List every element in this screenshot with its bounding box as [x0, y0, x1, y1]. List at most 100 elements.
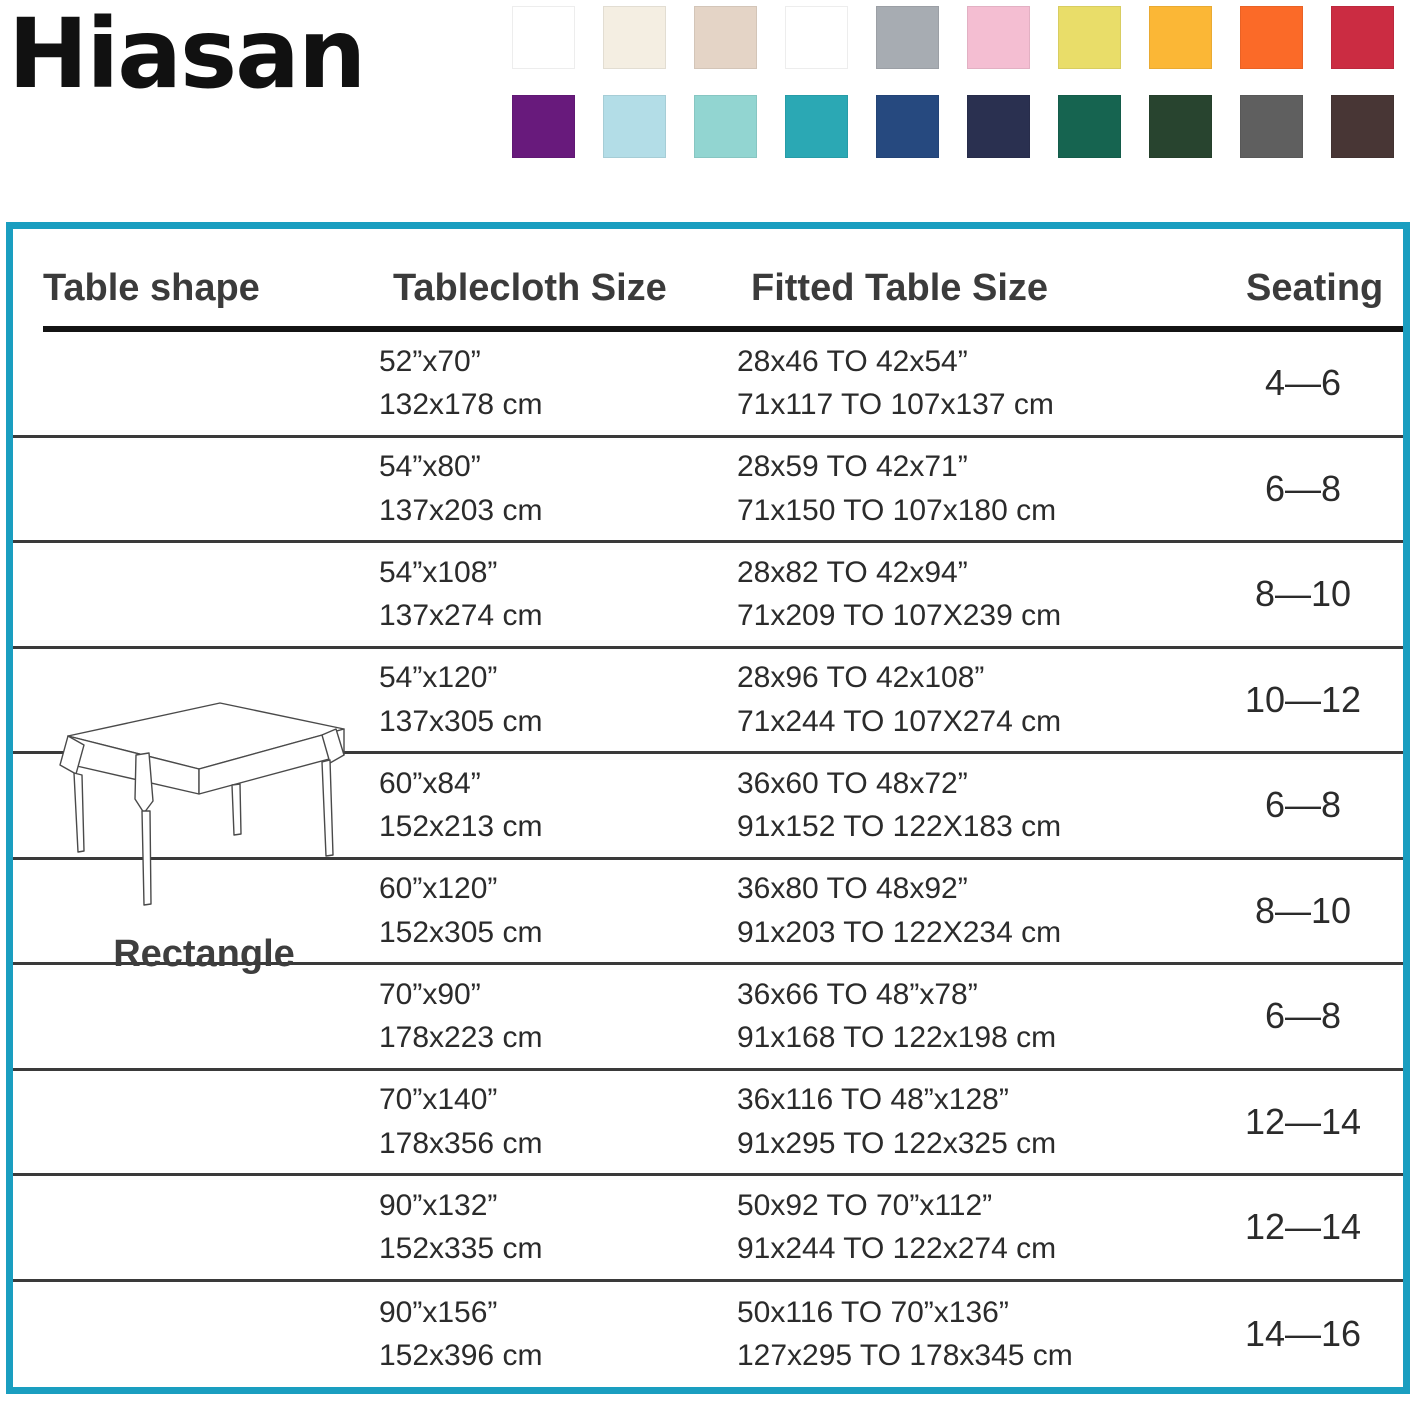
seating-value: 4—6 [1264, 362, 1342, 404]
fitted-size-inches: 28x82 TO 42x94” [737, 555, 968, 589]
color-swatch-navy[interactable] [967, 95, 1030, 158]
seating-value: 10—12 [1244, 678, 1362, 720]
column-header-table-shape: Table shape [43, 267, 260, 309]
tablecloth-size-cm: 152x396 cm [379, 1339, 543, 1373]
color-swatch-blush-pink[interactable] [967, 6, 1030, 69]
cell-seating: 10—12 [1203, 679, 1403, 721]
tablecloth-size-inches: 52”x70” [379, 344, 481, 378]
tablecloth-size-inches: 54”x120” [379, 661, 498, 695]
fitted-size-inches: 36x80 TO 48x92” [737, 872, 968, 906]
cell-seating: 14—16 [1203, 1313, 1403, 1355]
size-chart-inner: Table shape Tablecloth Size Fitted Table… [13, 229, 1403, 1387]
tablecloth-size-cm: 137x274 cm [379, 599, 543, 633]
fitted-size-cm: 91x203 TO 122X234 cm [737, 915, 1062, 949]
tablecloth-size-inches: 54”x80” [379, 450, 481, 484]
tablecloth-size-cm: 178x356 cm [379, 1126, 543, 1160]
cell-seating: 8—10 [1203, 890, 1403, 932]
color-swatch-white[interactable] [512, 6, 575, 69]
column-header-seating: Seating [1246, 267, 1384, 309]
cell-tablecloth-size: 60”x120” 152x305 cm [379, 867, 737, 954]
fitted-size-inches: 50x116 TO 70”x136” [737, 1295, 1009, 1329]
table-row: 52”x70” 132x178 cm 28x46 TO 42x54” 71x117 T… [13, 332, 1403, 438]
seating-value: 8—10 [1254, 889, 1352, 931]
table-row: 60”x120” 152x305 cm 36x80 TO 48x92” 91x203 … [13, 860, 1403, 965]
color-swatch-dark-gray[interactable] [1240, 95, 1303, 158]
color-swatch-aqua[interactable] [694, 95, 757, 158]
fitted-size-inches: 28x59 TO 42x71” [737, 450, 968, 484]
cell-tablecloth-size: 54”x120” 137x305 cm [379, 656, 737, 743]
cell-seating: 8—10 [1203, 573, 1403, 615]
tablecloth-size-cm: 178x223 cm [379, 1021, 543, 1055]
cell-fitted-table-size: 28x96 TO 42x108” 71x244 TO 107X274 cm [737, 656, 1203, 743]
cell-tablecloth-size: 70”x90” 178x223 cm [379, 973, 737, 1060]
header-divider [43, 325, 1403, 332]
seating-value: 14—16 [1244, 1313, 1362, 1355]
fitted-size-cm: 91x244 TO 122x274 cm [737, 1232, 1057, 1266]
tablecloth-size-cm: 152x213 cm [379, 810, 543, 844]
tablecloth-size-cm: 137x203 cm [379, 493, 543, 527]
seating-value: 6—8 [1264, 467, 1342, 509]
cell-seating: 12—14 [1203, 1101, 1403, 1143]
tablecloth-size-inches: 70”x140” [379, 1083, 498, 1117]
tablecloth-size-inches: 90”x156” [379, 1295, 498, 1329]
fitted-size-inches: 50x92 TO 70”x112” [737, 1188, 993, 1222]
cell-tablecloth-size: 54”x80” 137x203 cm [379, 445, 737, 532]
seating-value: 6—8 [1264, 784, 1342, 826]
color-swatch-beige[interactable] [694, 6, 757, 69]
color-swatch-grid [512, 6, 1408, 184]
color-swatch-brown[interactable] [1331, 95, 1394, 158]
color-swatch-yellow[interactable] [1058, 6, 1121, 69]
color-swatch-taupe[interactable] [785, 6, 848, 69]
cell-seating: 4—6 [1203, 362, 1403, 404]
cell-fitted-table-size: 50x92 TO 70”x112” 91x244 TO 122x274 cm [737, 1184, 1203, 1271]
fitted-size-inches: 36x66 TO 48”x78” [737, 977, 978, 1011]
fitted-size-cm: 71x244 TO 107X274 cm [737, 704, 1062, 738]
color-swatch-hunter-green[interactable] [1149, 95, 1212, 158]
fitted-size-cm: 71x209 TO 107X239 cm [737, 599, 1062, 633]
cell-fitted-table-size: 36x116 TO 48”x128” 91x295 TO 122x325 cm [737, 1078, 1203, 1165]
cell-seating: 6—8 [1203, 784, 1403, 826]
color-swatch-marigold[interactable] [1149, 6, 1212, 69]
cell-fitted-table-size: 28x46 TO 42x54” 71x117 TO 107x137 cm [737, 340, 1203, 427]
table-row: 90”x132” 152x335 cm 50x92 TO 70”x112” 91x24… [13, 1176, 1403, 1282]
cell-seating: 6—8 [1203, 468, 1403, 510]
color-swatch-ivory[interactable] [603, 6, 666, 69]
fitted-size-cm: 71x117 TO 107x137 cm [737, 388, 1054, 422]
tablecloth-size-cm: 152x305 cm [379, 915, 543, 949]
table-row: 90”x156” 152x396 cm 50x116 TO 70”x136” 127x… [13, 1282, 1403, 1388]
color-swatch-light-blue[interactable] [603, 95, 666, 158]
size-chart-frame: Table shape Tablecloth Size Fitted Table… [6, 222, 1410, 1394]
color-swatch-silver-gray[interactable] [876, 6, 939, 69]
table-row: 54”x108” 137x274 cm 28x82 TO 42x94” 71x209 … [13, 543, 1403, 649]
tablecloth-size-inches: 54”x108” [379, 555, 498, 589]
cell-seating: 6—8 [1203, 995, 1403, 1037]
color-swatch-emerald-green[interactable] [1058, 95, 1121, 158]
tablecloth-size-inches: 70”x90” [379, 977, 481, 1011]
table-row: 60”x84” 152x213 cm 36x60 TO 48x72” 91x152 T… [13, 754, 1403, 860]
cell-tablecloth-size: 52”x70” 132x178 cm [379, 340, 737, 427]
tablecloth-size-cm: 132x178 cm [379, 388, 543, 422]
color-swatch-teal[interactable] [785, 95, 848, 158]
cell-tablecloth-size: 90”x132” 152x335 cm [379, 1184, 737, 1271]
header-band: Hiasan [0, 0, 1416, 205]
tablecloth-size-cm: 152x335 cm [379, 1232, 543, 1266]
color-swatch-red[interactable] [1331, 6, 1394, 69]
table-row: 70”x90” 178x223 cm 36x66 TO 48”x78” 91x168 … [13, 965, 1403, 1071]
tablecloth-size-cm: 137x305 cm [379, 704, 543, 738]
color-swatch-purple[interactable] [512, 95, 575, 158]
color-swatch-orange[interactable] [1240, 6, 1303, 69]
cell-tablecloth-size: 70”x140” 178x356 cm [379, 1078, 737, 1165]
color-swatch-row-2 [512, 95, 1408, 158]
cell-fitted-table-size: 50x116 TO 70”x136” 127x295 TO 178x345 cm [737, 1291, 1203, 1378]
size-chart-body: 52”x70” 132x178 cm 28x46 TO 42x54” 71x117 T… [13, 332, 1403, 1387]
seating-value: 8—10 [1254, 573, 1352, 615]
fitted-size-inches: 36x116 TO 48”x128” [737, 1083, 1009, 1117]
table-row: 54”x120” 137x305 cm 28x96 TO 42x108” 71x244… [13, 649, 1403, 754]
fitted-size-cm: 91x168 TO 122x198 cm [737, 1021, 1057, 1055]
column-header-tablecloth-size: Tablecloth Size [393, 267, 667, 309]
fitted-size-cm: 91x295 TO 122x325 cm [737, 1126, 1057, 1160]
color-swatch-denim-blue[interactable] [876, 95, 939, 158]
cell-fitted-table-size: 36x80 TO 48x92” 91x203 TO 122X234 cm [737, 867, 1203, 954]
fitted-size-cm: 71x150 TO 107x180 cm [737, 493, 1057, 527]
